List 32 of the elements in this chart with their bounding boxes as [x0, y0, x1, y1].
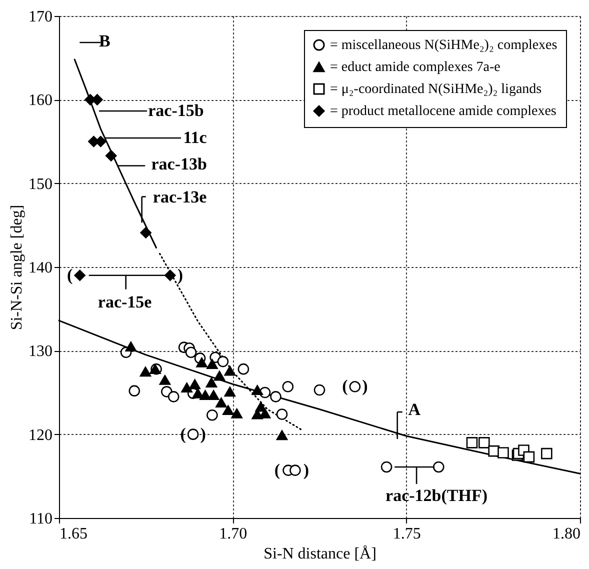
annotation: ( — [274, 460, 280, 480]
y-tick-label: 130 — [28, 343, 52, 360]
x-tick-label: 1.75 — [392, 526, 421, 542]
annotation: ) — [177, 265, 183, 284]
annotation: ( — [67, 265, 74, 284]
legend-label: = μ₂-coordinated N(SiHMe₂)₂ ligands — [330, 82, 542, 97]
x-tick-label: 1.80 — [552, 526, 580, 542]
legend-label: = product metallocene amide complexes — [330, 104, 556, 119]
y-tick-label: 170 — [28, 8, 52, 26]
annotation: A — [408, 400, 422, 420]
annotation: rac-15b — [148, 101, 204, 120]
x-tick-label: 1.65 — [60, 526, 88, 542]
legend-label: = educt amide complexes 7a-e — [330, 60, 500, 75]
annotation: 11c — [183, 128, 208, 147]
x-tick-label: 1.70 — [219, 526, 248, 542]
annotation: B — [98, 32, 110, 51]
x-axis-title: Si-N distance [Å] — [264, 544, 376, 562]
y-tick-label: 120 — [28, 426, 52, 444]
y-tick-label: 140 — [28, 260, 52, 276]
y-axis-title: Si-N-Si angle [deg] — [8, 204, 26, 330]
y-tick-label: 160 — [28, 92, 52, 110]
annotation: ) — [303, 460, 310, 480]
annotation: rac-13b — [151, 154, 207, 174]
annotation: rac-15e — [98, 292, 152, 312]
annotation: rac-13e — [152, 188, 208, 207]
annotation: ( — [180, 424, 186, 444]
annotation: ) — [362, 376, 368, 396]
annotation: rac-12b(THF) — [386, 486, 488, 505]
legend-label: = miscellaneous N(SiHMe₂)₂ complexes — [330, 38, 558, 53]
annotation: ( — [342, 376, 348, 396]
y-tick-label: 150 — [28, 176, 52, 193]
y-tick-label: 110 — [29, 510, 52, 528]
